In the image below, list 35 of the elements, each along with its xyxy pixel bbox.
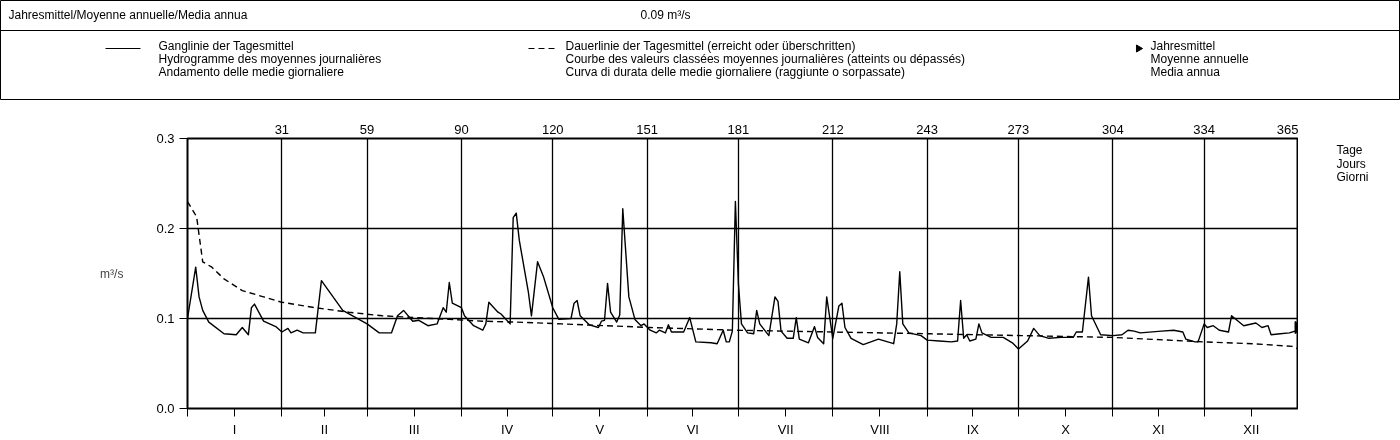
text: VIII	[870, 421, 890, 437]
text: XI	[1152, 421, 1165, 437]
x-tick-label: 212	[821, 121, 844, 137]
x-tick-label: 273	[1007, 121, 1030, 137]
x-tick-label: 243	[916, 121, 939, 137]
text: XII	[1243, 421, 1260, 437]
x-tick-label: 334	[1193, 121, 1215, 137]
text: VI	[686, 421, 699, 437]
text: Jahresmittel/Moyenne annuelle/Media annua	[8, 7, 248, 22]
text: IV	[500, 421, 514, 437]
x-tick-label: 151	[636, 121, 658, 137]
y-tick-label: 0.3	[156, 131, 175, 146]
y-tick-label: 0.0	[156, 401, 175, 416]
x-tick-label: 365	[1276, 121, 1299, 137]
x-tick-label: 59	[359, 121, 375, 137]
y-tick-label: 0.1	[156, 311, 175, 326]
text: IX	[966, 421, 980, 437]
y-axis-title: m³/s	[100, 266, 124, 281]
x2-axis-title: Tage Jours Giorni	[1336, 143, 1369, 184]
x-tick-label: 120	[541, 121, 564, 137]
x-tick-label: 31	[274, 121, 290, 137]
text: 0.09 m³/s	[640, 7, 691, 22]
y-tick-label: 0.2	[156, 221, 175, 236]
legend-label: Ganglinie der Tagesmittel Hydrogramme des moyennes journalières Andamento delle medie giornaliere	[158, 38, 382, 80]
text: X	[1061, 421, 1071, 437]
text: II	[320, 421, 329, 437]
text: VII	[777, 421, 794, 437]
text: V	[595, 421, 605, 437]
x-tick-label: 181	[727, 121, 750, 137]
text: III	[408, 421, 420, 437]
x-tick-label: 304	[1101, 121, 1124, 137]
legend-label: Jahresmittel Moyenne annuelle Media annua	[1150, 38, 1249, 80]
text: I	[232, 421, 237, 437]
x-tick-label: 90	[454, 121, 469, 137]
legend-label: Dauerlinie der Tagesmittel (erreicht oder überschritten) Courbe des valeurs classées moyennes journalières (atteints ou dépassés) Curva di durata delle medie giornaliere (raggiunte o sorpassate)	[565, 38, 966, 80]
